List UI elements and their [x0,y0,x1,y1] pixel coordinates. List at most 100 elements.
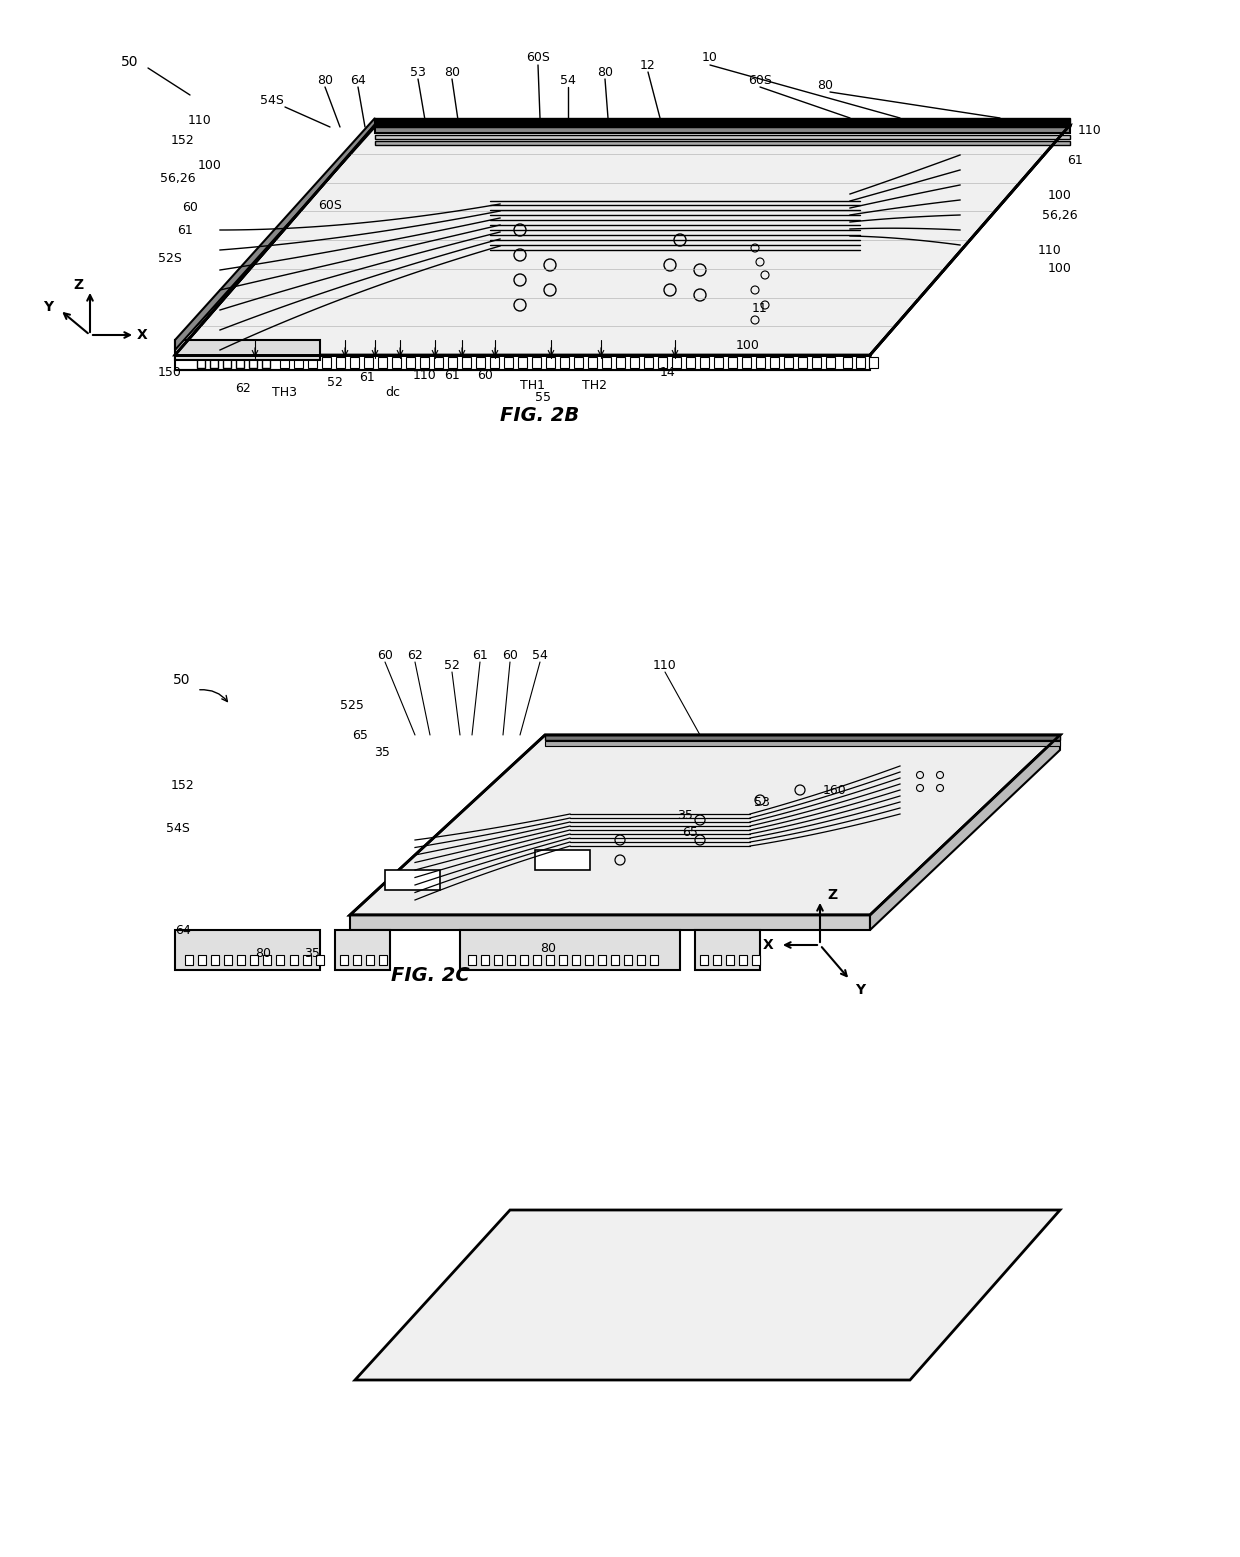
FancyBboxPatch shape [658,357,667,367]
FancyBboxPatch shape [263,954,272,965]
Text: 110: 110 [188,114,212,126]
Text: FIG. 2B: FIG. 2B [501,405,579,425]
FancyBboxPatch shape [611,954,619,965]
FancyBboxPatch shape [249,358,257,367]
Polygon shape [175,339,320,360]
Polygon shape [335,930,391,970]
FancyBboxPatch shape [277,954,284,965]
Text: 80: 80 [596,65,613,78]
Text: 60: 60 [477,369,494,381]
Text: 110: 110 [1038,243,1061,257]
Text: 80: 80 [444,65,460,78]
Text: 62: 62 [236,381,250,394]
FancyBboxPatch shape [585,954,593,965]
Polygon shape [870,735,1060,930]
Polygon shape [374,128,1070,132]
Text: 110: 110 [413,369,436,381]
FancyBboxPatch shape [812,357,821,367]
Text: 60: 60 [377,649,393,662]
FancyBboxPatch shape [686,357,694,367]
Text: 62: 62 [407,649,423,662]
Text: 64: 64 [350,73,366,87]
FancyBboxPatch shape [624,954,632,965]
Text: 54S: 54S [260,93,284,106]
Polygon shape [175,125,1070,355]
Text: 61: 61 [1068,154,1083,167]
FancyBboxPatch shape [739,954,746,965]
FancyBboxPatch shape [210,358,218,367]
FancyBboxPatch shape [224,954,232,965]
FancyBboxPatch shape [365,357,373,367]
FancyBboxPatch shape [644,357,653,367]
FancyBboxPatch shape [303,954,311,965]
FancyBboxPatch shape [366,954,374,965]
Text: 150: 150 [157,366,182,378]
FancyBboxPatch shape [574,357,583,367]
Text: 52: 52 [327,375,343,389]
Text: 160: 160 [823,783,847,797]
Text: 12: 12 [640,59,656,72]
FancyBboxPatch shape [262,358,270,367]
Polygon shape [374,118,1070,128]
Text: 54S: 54S [166,822,190,835]
Text: 54: 54 [560,73,575,87]
FancyBboxPatch shape [237,954,246,965]
Polygon shape [350,916,870,930]
Text: 100: 100 [1048,262,1071,274]
Polygon shape [460,930,680,970]
FancyBboxPatch shape [340,954,348,965]
Text: X: X [763,937,774,951]
Text: 60S: 60S [319,198,342,212]
FancyBboxPatch shape [616,357,625,367]
FancyBboxPatch shape [601,357,611,367]
Text: FIG. 2C: FIG. 2C [391,965,469,984]
Polygon shape [374,142,1070,145]
FancyBboxPatch shape [236,358,244,367]
Polygon shape [384,870,440,891]
Text: 55: 55 [534,391,551,403]
FancyBboxPatch shape [336,357,345,367]
FancyBboxPatch shape [197,358,205,367]
FancyBboxPatch shape [316,954,324,965]
FancyBboxPatch shape [290,954,298,965]
FancyBboxPatch shape [532,357,541,367]
Text: 110: 110 [653,659,677,671]
Text: Y: Y [43,301,53,315]
FancyBboxPatch shape [728,357,737,367]
Text: 52: 52 [444,659,460,671]
Text: 53: 53 [410,65,425,78]
Text: 100: 100 [198,159,222,171]
FancyBboxPatch shape [742,357,751,367]
FancyBboxPatch shape [650,954,658,965]
Text: X: X [136,329,148,343]
FancyBboxPatch shape [637,954,645,965]
Text: 14: 14 [660,366,676,378]
FancyBboxPatch shape [185,954,193,965]
Text: 80: 80 [255,947,272,959]
FancyBboxPatch shape [725,954,734,965]
FancyBboxPatch shape [856,357,866,367]
Polygon shape [350,735,1060,916]
Text: Z: Z [827,887,837,902]
Polygon shape [546,735,1060,740]
Text: 11: 11 [753,302,768,315]
Text: 80: 80 [817,78,833,92]
Text: 65: 65 [682,825,698,839]
Polygon shape [175,118,374,350]
FancyBboxPatch shape [503,357,513,367]
FancyBboxPatch shape [826,357,835,367]
FancyBboxPatch shape [546,954,554,965]
FancyBboxPatch shape [198,954,206,965]
Text: 64: 64 [175,923,191,936]
Text: 80: 80 [539,942,556,954]
Text: 100: 100 [1048,188,1071,201]
Polygon shape [534,850,590,870]
FancyBboxPatch shape [598,954,606,965]
FancyBboxPatch shape [211,954,219,965]
Text: 60: 60 [182,201,198,213]
Polygon shape [694,930,760,970]
Polygon shape [546,741,1060,746]
FancyBboxPatch shape [481,954,489,965]
Text: 525: 525 [340,699,363,712]
FancyBboxPatch shape [280,357,289,367]
